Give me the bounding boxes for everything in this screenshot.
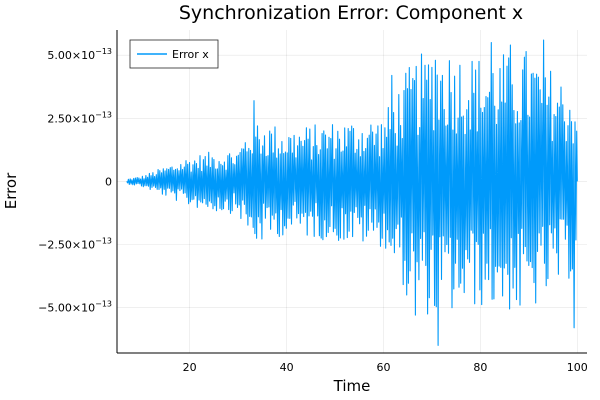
y-tick-labels: 5.00×10−13 2.50×10−13 0 −2.50×10−13 −5.00×10… bbox=[38, 47, 112, 314]
legend: Error x bbox=[129, 39, 219, 69]
x-tick-label: 80 bbox=[473, 361, 487, 374]
y-tick-label: 5.00×10−13 bbox=[47, 47, 112, 62]
y-tick-label: −2.50×10−13 bbox=[38, 236, 112, 251]
x-tick-label: 100 bbox=[567, 361, 588, 374]
series-line-error-x bbox=[126, 39, 578, 346]
x-tick-label: 40 bbox=[280, 361, 294, 374]
y-tick-label: 2.50×10−13 bbox=[47, 110, 112, 125]
y-tick-label: −5.00×10−13 bbox=[38, 300, 112, 315]
x-tick-label: 20 bbox=[183, 361, 197, 374]
x-tick-label: 60 bbox=[376, 361, 390, 374]
x-axis-label: Time bbox=[333, 377, 371, 395]
y-axis-label: Error bbox=[2, 172, 20, 209]
chart-title: Synchronization Error: Component x bbox=[179, 2, 523, 24]
y-tick-label: 0 bbox=[105, 175, 112, 188]
legend-entry-error-x: Error x bbox=[172, 48, 209, 61]
x-tick-labels: 20 40 60 80 100 bbox=[183, 361, 588, 374]
series-layer bbox=[126, 39, 578, 346]
